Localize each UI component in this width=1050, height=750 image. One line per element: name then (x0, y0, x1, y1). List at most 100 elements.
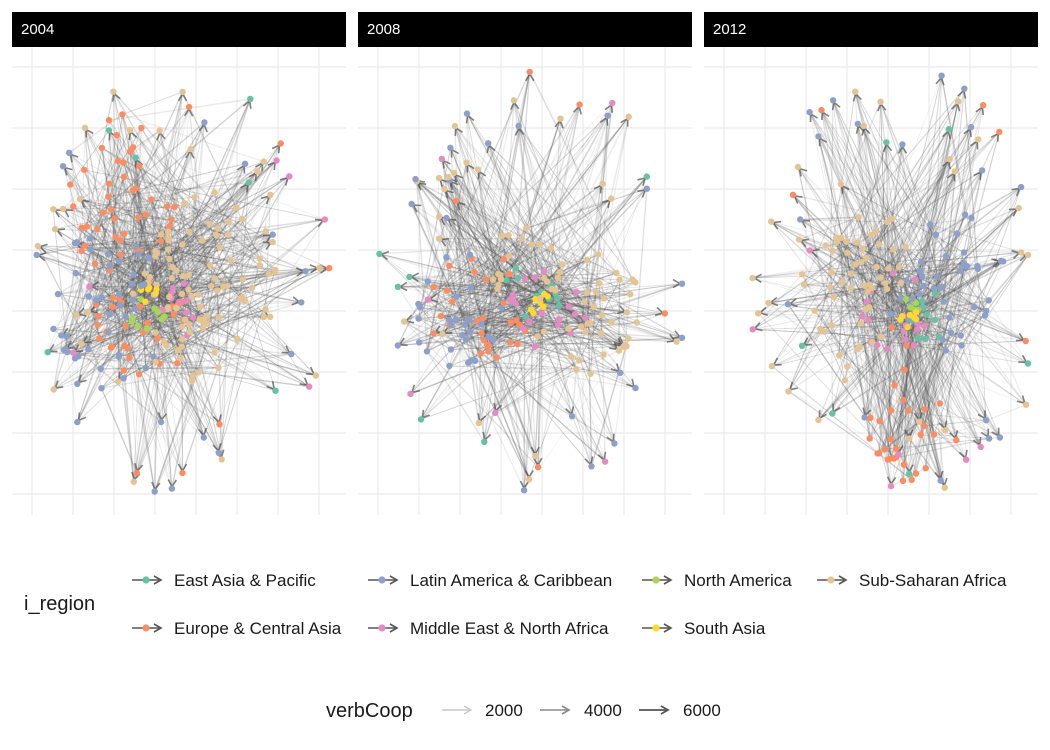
node-point (588, 463, 595, 470)
node-point (445, 173, 452, 181)
node-point (74, 380, 81, 387)
edge (758, 276, 923, 314)
edge (53, 328, 183, 340)
edge (846, 241, 900, 268)
edge (123, 349, 178, 371)
node-point (87, 246, 94, 253)
node-point (997, 257, 1005, 265)
edge (809, 249, 903, 317)
edge (122, 162, 156, 257)
edge (84, 127, 99, 326)
node-point (918, 297, 926, 305)
edge (832, 100, 925, 287)
node-point (590, 303, 597, 311)
node-point (85, 293, 92, 300)
edge (903, 399, 967, 460)
node-point (888, 455, 895, 462)
node-point (996, 434, 1004, 441)
edge (835, 237, 946, 488)
edge (885, 142, 941, 289)
node-point (447, 144, 454, 151)
edge (168, 170, 258, 240)
node-point (522, 313, 529, 320)
node-point (212, 275, 219, 282)
node-point (1022, 401, 1030, 408)
edge (544, 293, 602, 316)
edge (418, 318, 615, 444)
node-point (185, 103, 193, 111)
node-point (513, 317, 520, 324)
node-point (884, 345, 891, 352)
node-point (981, 312, 989, 319)
edge (603, 176, 648, 299)
node-point (256, 262, 264, 269)
legend-point (378, 576, 386, 584)
edge (788, 390, 879, 454)
edge (120, 240, 276, 271)
edge (518, 125, 588, 261)
node-point (174, 360, 181, 367)
edge (537, 335, 677, 343)
edge (84, 239, 169, 247)
edge (558, 305, 677, 343)
edge (447, 176, 545, 332)
edge (537, 183, 604, 337)
node-point (206, 262, 214, 269)
node-point (600, 295, 608, 302)
node-point (181, 200, 188, 207)
node-point (565, 325, 572, 332)
edge (446, 256, 591, 324)
edge (471, 258, 621, 374)
edge (487, 143, 510, 236)
node-point (872, 227, 879, 235)
node-point (877, 274, 884, 281)
node-point (436, 213, 443, 220)
edge (509, 104, 581, 343)
node-point (150, 353, 157, 360)
edge (148, 257, 190, 276)
facet-label: 2004 (21, 21, 55, 38)
edge (934, 292, 987, 312)
edge (69, 184, 89, 350)
edge (441, 158, 476, 361)
node-point (376, 250, 383, 258)
edge (878, 339, 944, 454)
edge (494, 359, 580, 414)
edge (183, 267, 330, 321)
edge (901, 144, 913, 480)
edge (488, 283, 683, 347)
edge (181, 244, 228, 287)
edge (543, 277, 569, 329)
edge (63, 311, 89, 351)
node-point (611, 440, 618, 447)
node-point (105, 116, 113, 124)
edge (478, 317, 586, 424)
edge (923, 266, 968, 427)
node-point (608, 319, 615, 326)
edge (132, 318, 220, 454)
edge (818, 136, 986, 316)
edge (74, 242, 156, 257)
node-point (171, 203, 178, 210)
edge (443, 188, 498, 290)
node-point (451, 122, 459, 130)
node-point (883, 285, 890, 293)
node-point (154, 335, 161, 342)
edge (857, 217, 860, 349)
node-point (459, 332, 466, 339)
edge (140, 298, 271, 318)
node-point (211, 189, 218, 196)
edge (52, 208, 91, 239)
node-point (526, 68, 533, 76)
node-point (875, 450, 883, 457)
node-point (921, 322, 928, 329)
edge (602, 183, 631, 295)
edge (900, 321, 1027, 405)
node-point (815, 133, 822, 140)
edge (809, 250, 870, 308)
node-point (62, 345, 69, 353)
edge (925, 75, 943, 469)
edge (461, 334, 536, 457)
edge (154, 285, 229, 492)
edge (798, 216, 859, 241)
